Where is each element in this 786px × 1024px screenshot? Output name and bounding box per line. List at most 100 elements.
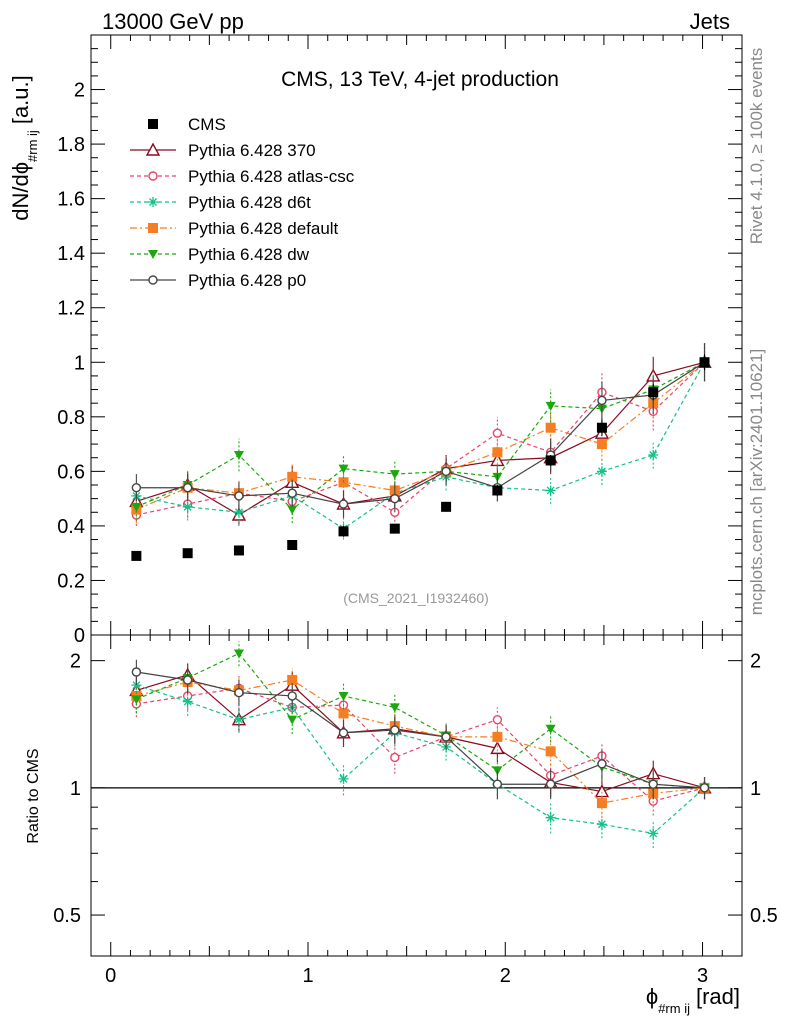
y-tick-label: 0.8 xyxy=(57,407,85,429)
marker-triangle-down xyxy=(338,691,349,701)
marker-square xyxy=(596,439,607,450)
marker-square xyxy=(596,422,607,433)
marker-circle xyxy=(182,483,193,493)
ratio-series xyxy=(129,641,712,849)
data-point xyxy=(389,470,400,480)
marker-star xyxy=(648,828,659,839)
marker-square xyxy=(338,708,349,719)
ratio-axis-ticks: 0.5 0.5 1 1 2 2 0 1 2 3 xyxy=(53,635,778,987)
marker-circle xyxy=(390,752,400,763)
data-point xyxy=(131,502,142,512)
data-point xyxy=(389,703,400,713)
data-point xyxy=(648,779,658,789)
legend-label: Pythia 6.428 default xyxy=(188,219,339,238)
y-tick-label: 2 xyxy=(74,80,85,102)
ratio-series-pythia-6-428-p0 xyxy=(131,659,710,800)
data-point xyxy=(596,798,607,809)
x-tick-label: 3 xyxy=(697,965,708,987)
marker-square xyxy=(148,223,158,233)
category-label: Jets xyxy=(690,9,730,34)
marker-circle xyxy=(148,171,158,181)
data-point xyxy=(492,731,503,742)
data-point xyxy=(545,779,556,789)
marker-circle xyxy=(441,732,451,742)
marker-triangle-down xyxy=(545,724,556,734)
data-point xyxy=(441,466,451,477)
marker-square xyxy=(492,731,503,742)
legend-label: CMS xyxy=(188,115,226,134)
main-series-cms xyxy=(131,354,710,561)
marker-square xyxy=(492,485,503,496)
marker-triangle-down xyxy=(338,464,349,474)
legend-item: CMS xyxy=(148,115,226,134)
data-point xyxy=(492,714,503,725)
y-tick-label: 0 xyxy=(74,625,85,647)
data-point xyxy=(545,485,556,496)
data-point xyxy=(182,501,193,512)
data-point xyxy=(338,773,349,784)
marker-square xyxy=(699,357,710,368)
legend-item: Pythia 6.428 dw xyxy=(130,245,310,264)
ratio-y-tick-label-right: 0.5 xyxy=(750,905,778,927)
legend-marker xyxy=(145,142,161,156)
mcplots-label: mcplots.cern.ch [arXiv:2401.10621] xyxy=(747,349,766,615)
data-point xyxy=(597,759,607,769)
marker-square xyxy=(338,526,349,537)
data-point xyxy=(545,746,556,757)
marker-square xyxy=(287,471,298,482)
xlabel-sub: #rm ij xyxy=(658,1001,690,1016)
marker-circle xyxy=(287,691,297,701)
series-line xyxy=(136,361,705,505)
marker-circle xyxy=(492,779,503,789)
data-point xyxy=(441,501,452,512)
marker-square xyxy=(545,455,556,466)
ratio-series-pythia-6-428-dw xyxy=(131,641,710,800)
data-point xyxy=(338,464,349,474)
data-point xyxy=(287,674,298,685)
marker-circle xyxy=(234,687,244,698)
marker-triangle-down xyxy=(389,470,400,480)
marker-circle xyxy=(699,783,710,793)
y-tick-label: 1.4 xyxy=(57,243,85,265)
legend-label: Pythia 6.428 atlas-csc xyxy=(188,167,355,186)
marker-circle xyxy=(287,488,297,498)
legend-label: Pythia 6.428 370 xyxy=(188,141,316,160)
data-point xyxy=(287,471,298,482)
data-point xyxy=(338,526,349,537)
marker-triangle-down xyxy=(287,505,298,515)
marker-square xyxy=(545,746,556,757)
marker-square xyxy=(441,501,452,512)
main-ylabel: dN/dϕ#rm ij [a.u.] xyxy=(8,75,40,221)
main-series-pythia-6-428-default xyxy=(131,343,710,524)
legend-item: Pythia 6.428 d6t xyxy=(130,193,311,212)
data-point xyxy=(182,675,193,685)
marker-circle xyxy=(182,675,193,685)
legend-marker xyxy=(148,250,158,259)
data-point xyxy=(287,540,298,550)
series-line xyxy=(136,671,705,789)
data-point xyxy=(287,691,297,701)
legend-label: Pythia 6.428 p0 xyxy=(188,271,306,290)
marker-circle xyxy=(390,725,400,735)
marker-circle xyxy=(545,779,556,789)
marker-square xyxy=(492,447,503,458)
legend-marker xyxy=(148,275,158,285)
legend-marker xyxy=(148,171,158,181)
main-panel: 0 0.2 0.4 0.6 0.8 1 1.2 1.4 1.6 1.8 2 CMS, 13 TeV,… xyxy=(8,34,743,647)
legend-marker xyxy=(148,197,158,207)
legend-item: Pythia 6.428 370 xyxy=(130,141,316,160)
marker-triangle-down xyxy=(148,250,158,259)
xlabel-text: ϕ xyxy=(646,984,658,1009)
series-line xyxy=(136,361,705,516)
marker-circle xyxy=(131,483,142,493)
main-ylabel-text: dN/dϕ xyxy=(8,162,33,221)
chart-title: CMS, 13 TeV, 4-jet production xyxy=(281,68,559,91)
data-point xyxy=(287,505,298,515)
marker-triangle-down xyxy=(233,649,244,659)
marker-circle xyxy=(597,759,607,769)
data-point xyxy=(233,545,244,556)
ratio-series-pythia-6-428-d6t xyxy=(131,672,710,849)
ratio-y-tick-label: 1 xyxy=(70,778,81,800)
data-point xyxy=(338,728,349,738)
